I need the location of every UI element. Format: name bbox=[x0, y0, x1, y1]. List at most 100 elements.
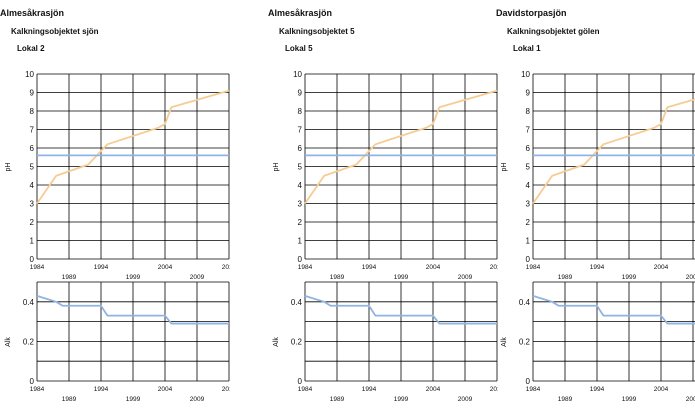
panel-subtitle: Kalkningsobjektet gölen bbox=[507, 27, 600, 36]
panel-location: Lokal 5 bbox=[285, 44, 313, 53]
y-tick-label: 1 bbox=[30, 237, 35, 246]
y-tick-label: 3 bbox=[30, 200, 35, 209]
y-tick-label: 0.4 bbox=[291, 298, 303, 307]
y-tick-label: 8 bbox=[526, 107, 531, 116]
y-tick-label: 4 bbox=[298, 181, 303, 190]
y-tick-label: 0.4 bbox=[23, 298, 35, 307]
x-tick-label: 1984 bbox=[30, 264, 45, 271]
y-tick-label: 7 bbox=[298, 126, 303, 135]
x-tick-label: 1989 bbox=[330, 396, 345, 403]
panel-location: Lokal 2 bbox=[17, 44, 45, 53]
x-tick-label: 1999 bbox=[622, 396, 637, 403]
y-tick-label: 4 bbox=[526, 181, 531, 190]
y-tick-label: 0 bbox=[298, 255, 303, 264]
y-axis-label: Alk bbox=[273, 337, 280, 347]
y-tick-label: 6 bbox=[30, 144, 35, 153]
series-line bbox=[532, 98, 695, 205]
x-tick-label: 2014 bbox=[490, 386, 498, 393]
x-tick-label: 2009 bbox=[190, 274, 205, 281]
panel-title: Almesåkrasjön bbox=[268, 8, 333, 18]
y-tick-label: 9 bbox=[298, 89, 303, 98]
x-tick-label: 2014 bbox=[222, 264, 230, 271]
x-tick-label: 1999 bbox=[126, 274, 141, 281]
y-tick-label: 9 bbox=[526, 89, 531, 98]
chart-panel-1: Almesåkrasjön Kalkningsobjektet sjön Lok… bbox=[0, 0, 230, 412]
y-axis-label: pH bbox=[501, 163, 508, 172]
x-tick-label: 1994 bbox=[362, 386, 377, 393]
panel-subtitle: Kalkningsobjektet 5 bbox=[279, 27, 355, 36]
x-tick-label: 2004 bbox=[654, 386, 669, 393]
x-tick-label: 1984 bbox=[298, 264, 313, 271]
y-tick-label: 0 bbox=[298, 377, 303, 386]
x-tick-label: 2014 bbox=[222, 386, 230, 393]
series-line bbox=[532, 295, 695, 325]
y-tick-label: 3 bbox=[298, 200, 303, 209]
x-tick-label: 2009 bbox=[686, 274, 695, 281]
series-line bbox=[36, 89, 230, 205]
y-tick-label: 5 bbox=[526, 163, 531, 172]
y-tick-label: 6 bbox=[526, 144, 531, 153]
y-tick-label: 1 bbox=[298, 237, 303, 246]
y-axis-label: Alk bbox=[5, 337, 12, 347]
x-tick-label: 1984 bbox=[526, 386, 541, 393]
x-tick-label: 2009 bbox=[458, 274, 473, 281]
y-axis-label: pH bbox=[5, 163, 12, 172]
x-tick-label: 2004 bbox=[426, 386, 441, 393]
y-tick-label: 0.2 bbox=[23, 337, 35, 346]
y-tick-label: 6 bbox=[298, 144, 303, 153]
y-tick-label: 2 bbox=[298, 218, 303, 227]
y-tick-label: 4 bbox=[30, 181, 35, 190]
ph-chart: 012345678910pH19841994200420141989199920… bbox=[501, 70, 695, 281]
y-tick-label: 0 bbox=[526, 377, 531, 386]
x-tick-label: 2009 bbox=[190, 396, 205, 403]
panel-title: Davidstorpasjön bbox=[496, 8, 567, 18]
x-tick-label: 1984 bbox=[298, 386, 313, 393]
chart-panel-2: Almesåkrasjön Kalkningsobjektet 5 Lokal … bbox=[268, 0, 498, 412]
x-tick-label: 1999 bbox=[394, 274, 409, 281]
y-tick-label: 2 bbox=[526, 218, 531, 227]
x-tick-label: 1989 bbox=[558, 396, 573, 403]
x-tick-label: 1999 bbox=[394, 396, 409, 403]
y-tick-label: 9 bbox=[30, 89, 35, 98]
x-tick-label: 1999 bbox=[126, 396, 141, 403]
y-axis-label: pH bbox=[273, 163, 280, 172]
y-tick-label: 7 bbox=[30, 126, 35, 135]
series-line bbox=[36, 295, 229, 325]
series-line bbox=[304, 295, 497, 325]
x-tick-label: 1989 bbox=[62, 274, 77, 281]
y-tick-label: 0 bbox=[526, 255, 531, 264]
panel-subtitle: Kalkningsobjektet sjön bbox=[11, 27, 99, 36]
x-tick-label: 2004 bbox=[158, 386, 173, 393]
x-tick-label: 1989 bbox=[558, 274, 573, 281]
y-tick-label: 8 bbox=[298, 107, 303, 116]
y-tick-label: 0 bbox=[30, 377, 35, 386]
y-tick-label: 10 bbox=[293, 70, 302, 79]
x-tick-label: 1994 bbox=[94, 386, 109, 393]
y-axis-label: Alk bbox=[501, 337, 508, 347]
x-tick-label: 1984 bbox=[30, 386, 45, 393]
x-tick-label: 1994 bbox=[590, 264, 605, 271]
x-tick-label: 2004 bbox=[158, 264, 173, 271]
x-tick-label: 1994 bbox=[94, 264, 109, 271]
panel-title: Almesåkrasjön bbox=[0, 8, 65, 18]
x-tick-label: 1999 bbox=[622, 274, 637, 281]
y-tick-label: 10 bbox=[521, 70, 530, 79]
y-tick-label: 0.2 bbox=[519, 337, 531, 346]
y-tick-label: 5 bbox=[298, 163, 303, 172]
y-tick-label: 0.4 bbox=[519, 298, 531, 307]
x-tick-label: 2009 bbox=[458, 396, 473, 403]
x-tick-label: 1984 bbox=[526, 264, 541, 271]
x-tick-label: 2004 bbox=[426, 264, 441, 271]
x-tick-label: 2004 bbox=[654, 264, 669, 271]
y-tick-label: 8 bbox=[30, 107, 35, 116]
y-tick-label: 0 bbox=[30, 255, 35, 264]
y-tick-label: 2 bbox=[30, 218, 35, 227]
series-line bbox=[304, 89, 498, 205]
y-tick-label: 5 bbox=[30, 163, 35, 172]
x-tick-label: 1994 bbox=[590, 386, 605, 393]
